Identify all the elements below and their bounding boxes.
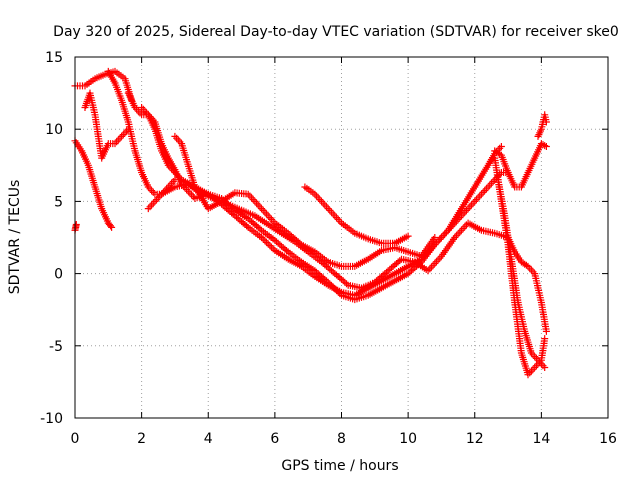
data-point-markers xyxy=(81,89,132,162)
series-track-d xyxy=(81,89,132,162)
series-track-n xyxy=(491,140,550,191)
series-track-c xyxy=(71,67,136,104)
data-point-markers xyxy=(71,137,116,231)
series-track-i xyxy=(171,132,439,270)
series-track-l xyxy=(494,176,549,371)
data-point-markers xyxy=(71,67,136,104)
y-tick-label: 5 xyxy=(54,194,63,210)
y-tick-label: -5 xyxy=(49,339,63,355)
data-point-markers xyxy=(71,221,80,234)
data-point-markers xyxy=(171,132,439,270)
x-tick-label: 12 xyxy=(466,431,484,447)
series-track-b xyxy=(71,221,80,234)
plot-frame xyxy=(74,56,609,419)
data-point-markers xyxy=(494,176,549,371)
x-axis-label: GPS time / hours xyxy=(281,458,398,474)
x-tick-label: 14 xyxy=(532,431,550,447)
series-track-a xyxy=(71,137,116,231)
x-tick-label: 2 xyxy=(137,431,146,447)
data-point-markers xyxy=(504,234,550,335)
y-tick-label: 0 xyxy=(54,267,63,283)
y-tick-label: 10 xyxy=(45,122,63,138)
chart-title: Day 320 of 2025, Sidereal Day-to-day VTE… xyxy=(53,24,619,40)
series-track-m xyxy=(504,234,550,335)
y-axis-label: SDTVAR / TECUs xyxy=(7,180,23,295)
data-point-markers xyxy=(301,183,412,247)
x-tick-label: 10 xyxy=(399,431,417,447)
x-tick-label: 16 xyxy=(599,431,617,447)
data-point-markers xyxy=(491,140,550,191)
series-track-j xyxy=(301,183,412,247)
series-track-o xyxy=(534,111,550,140)
tick-labels: 0 2 4 6 8 10 12 14 16 -10 -5 0 5 10 15 xyxy=(40,50,617,447)
data-point-markers xyxy=(104,67,179,198)
data-point-markers xyxy=(534,111,550,140)
data-points xyxy=(71,67,550,379)
x-tick-label: 8 xyxy=(337,431,346,447)
series-track-h xyxy=(144,180,512,292)
x-tick-label: 4 xyxy=(204,431,213,447)
y-tick-label: -10 xyxy=(40,411,63,427)
y-tick-label: 15 xyxy=(45,50,63,66)
series-track-e xyxy=(104,67,179,198)
x-tick-label: 0 xyxy=(71,431,80,447)
data-point-markers xyxy=(144,180,512,292)
x-tick-label: 6 xyxy=(270,431,279,447)
